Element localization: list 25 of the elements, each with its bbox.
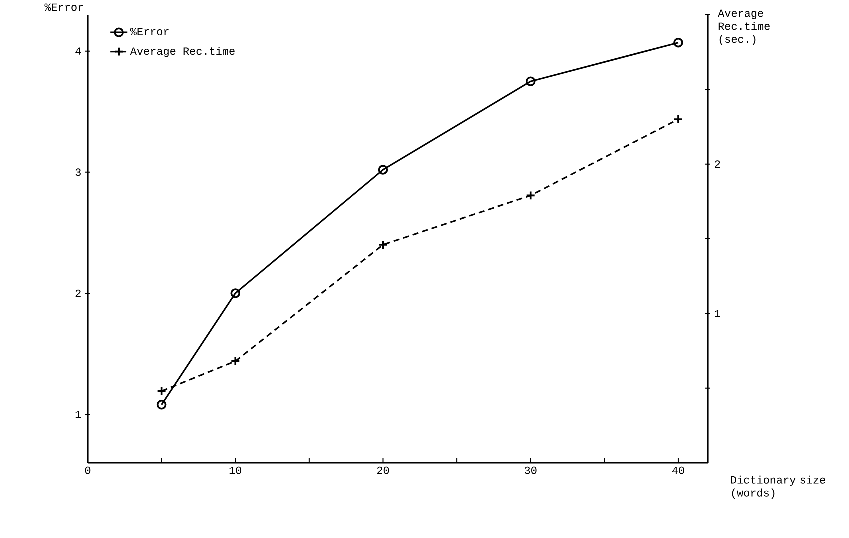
point: [156, 400, 167, 410]
point: [230, 356, 241, 366]
y-tick-label: 3: [76, 168, 81, 176]
legend-label: %Error: [130, 28, 169, 36]
point: [378, 165, 388, 175]
y-tick-label: 4: [76, 48, 82, 55]
y-axis-title: %Error: [44, 4, 84, 12]
y2-tick-label: 2: [715, 160, 720, 168]
x-axis-title: Dictionary size (words): [731, 476, 826, 499]
point: [526, 190, 536, 201]
point: [378, 240, 388, 250]
y2-axis-title: Average Rec.time (sec.): [718, 10, 770, 46]
y-tick-label: 2: [76, 290, 81, 298]
x-tick-label: 30: [524, 466, 537, 474]
point: [674, 38, 684, 48]
x-tick-label: 0: [85, 466, 91, 474]
point: [526, 76, 536, 86]
y2-tick-label: 1: [715, 310, 720, 318]
x-tick-label: 20: [377, 466, 390, 474]
point: [156, 386, 167, 396]
point: [230, 288, 241, 298]
legend-label: Average Rec.time: [130, 47, 235, 58]
y-tick-label: 1: [76, 410, 82, 418]
x-tick-label: 40: [672, 466, 684, 474]
x-tick-label: 10: [230, 466, 242, 474]
